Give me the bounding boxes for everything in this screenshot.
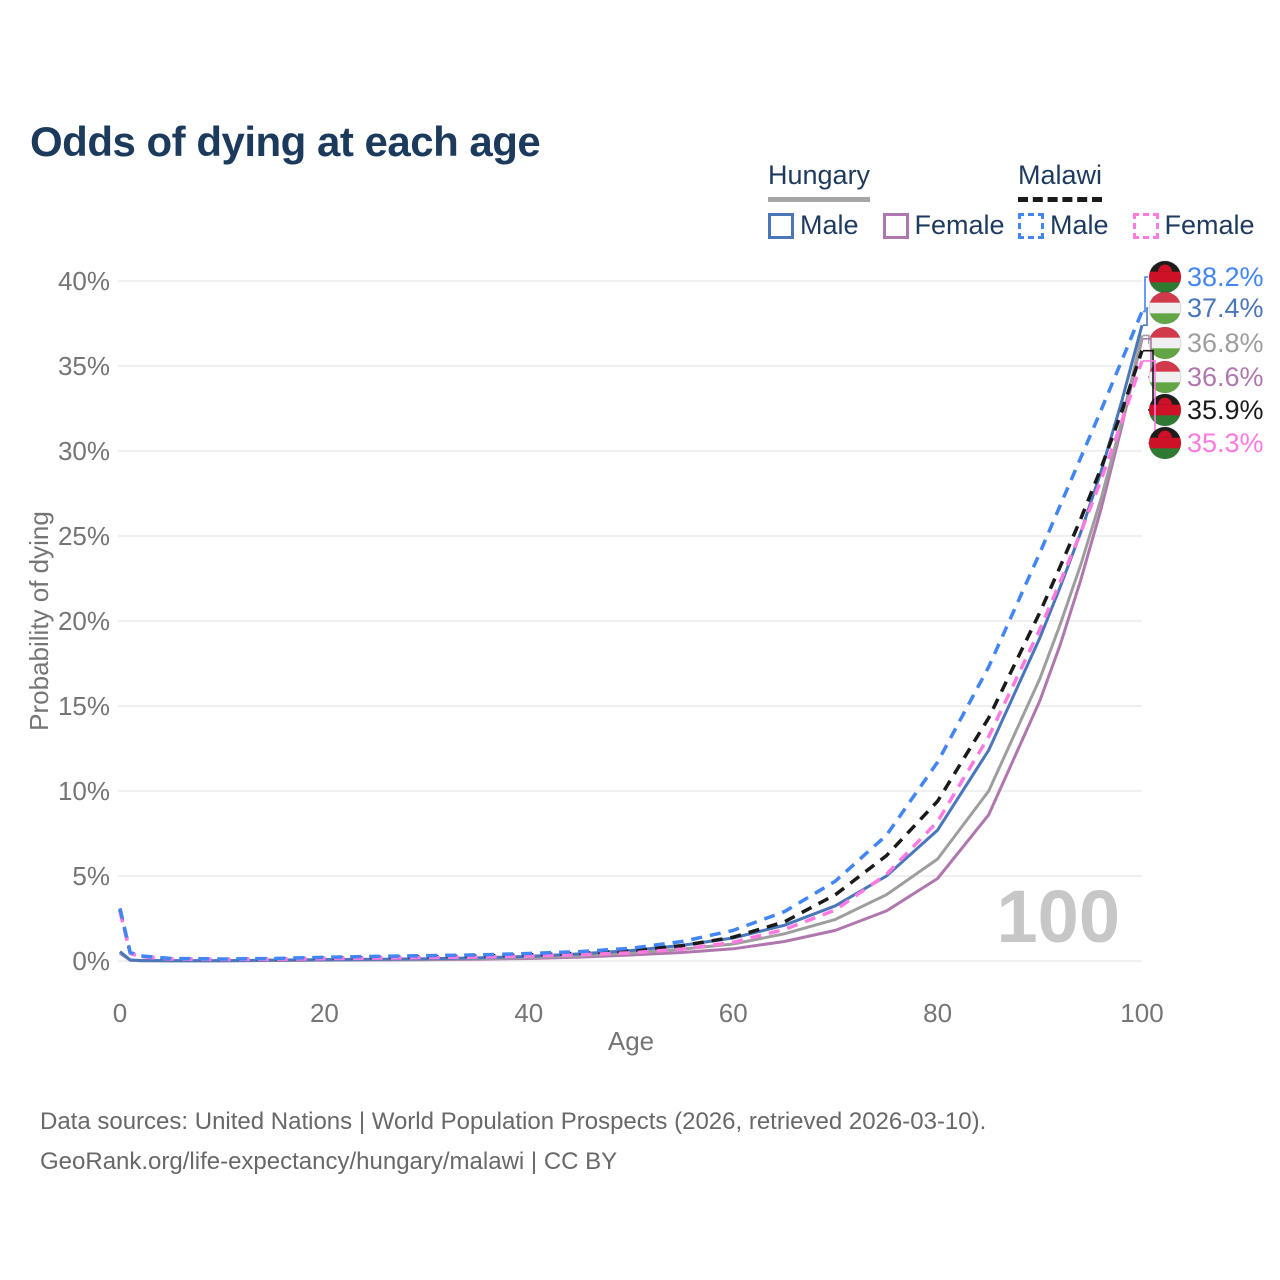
end-value-malawi-female: 35.3% [1187, 428, 1264, 458]
end-label-hungary-female: 36.6% [1148, 360, 1264, 394]
end-value-malawi-male: 38.2% [1187, 262, 1264, 292]
legend-swatch-malawi-female[interactable] [1132, 212, 1159, 239]
legend-swatch-hungary-female[interactable] [882, 212, 909, 239]
end-label-malawi-male: 38.2% [1148, 260, 1264, 294]
series-line-hungary-overall[interactable] [119, 335, 1144, 963]
x-tick-60: 60 [719, 998, 748, 1028]
legend-label-malawi-male: Male [1050, 210, 1109, 240]
leader-line-hungary-male [1143, 307, 1148, 326]
hungary-flag-icon [1149, 292, 1181, 324]
end-value-hungary-male: 37.4% [1187, 293, 1264, 323]
series-line-hungary-female[interactable] [119, 338, 1144, 963]
x-tick-20: 20 [310, 998, 339, 1028]
y-axis-label: Probability of dying [24, 511, 54, 731]
chart-title: Odds of dying at each age [30, 118, 541, 166]
y-tick-10%: 10% [58, 776, 110, 806]
legend-item-hungary-male[interactable]: Male [768, 210, 859, 241]
end-label-hungary-male: 37.4% [1148, 291, 1264, 325]
leader-line-malawi-male [1143, 276, 1148, 313]
legend-country-hungary[interactable]: Hungary [768, 160, 871, 202]
malawi-flag-icon [1149, 261, 1181, 293]
hungary-flag-icon [1149, 361, 1181, 393]
legend-label-malawi-female: Female [1164, 210, 1255, 240]
end-value-hungary-female: 36.6% [1187, 362, 1264, 392]
legend-group-hungary: Hungary Male Female [768, 160, 1021, 241]
y-tick-15%: 15% [58, 691, 110, 721]
series-line-malawi-female[interactable] [118, 360, 1144, 962]
end-value-malawi-overall: 35.9% [1187, 395, 1264, 425]
y-tick-5%: 5% [72, 861, 110, 891]
legend-swatch-hungary-male[interactable] [768, 212, 794, 239]
y-tick-35%: 35% [58, 351, 110, 381]
y-tick-20%: 20% [58, 606, 110, 636]
legend-country-malawi[interactable]: Malawi [1018, 160, 1103, 202]
x-tick-80: 80 [923, 998, 952, 1028]
y-tick-30%: 30% [58, 436, 110, 466]
legend-label-hungary-female: Female [914, 210, 1005, 240]
legend-swatch-malawi-male[interactable] [1018, 212, 1044, 239]
end-label-malawi-female: 35.3% [1148, 426, 1264, 460]
x-tick-40: 40 [514, 998, 543, 1028]
series-line-hungary-male[interactable] [119, 324, 1144, 963]
series-line-malawi-overall[interactable] [118, 350, 1144, 962]
end-value-hungary-overall: 36.8% [1187, 328, 1264, 358]
y-tick-25%: 25% [58, 521, 110, 551]
legend-item-malawi-female[interactable]: Female [1132, 210, 1255, 241]
legend-label-hungary-male: Male [800, 210, 859, 240]
y-tick-40%: 40% [58, 266, 110, 296]
age-watermark: 100 [997, 875, 1120, 958]
x-tick-100: 100 [1120, 998, 1163, 1028]
end-label-malawi-overall: 35.9% [1148, 393, 1264, 427]
x-axis-label: Age [608, 1026, 654, 1056]
legend-group-malawi: Malawi Male Female [1018, 160, 1271, 241]
legend-item-hungary-female[interactable]: Female [882, 210, 1005, 241]
y-tick-0%: 0% [72, 946, 110, 976]
series-line-malawi-male[interactable] [118, 310, 1144, 961]
malawi-flag-icon [1149, 394, 1181, 426]
legend-item-malawi-male[interactable]: Male [1018, 210, 1109, 241]
x-tick-0: 0 [113, 998, 127, 1028]
end-label-hungary-overall: 36.8% [1148, 326, 1264, 360]
malawi-flag-icon [1149, 427, 1181, 459]
attribution-link-text: GeoRank.org/life-expectancy/hungary/mala… [40, 1148, 618, 1175]
hungary-flag-icon [1149, 327, 1181, 359]
data-sources-text: Data sources: United Nations | World Pop… [40, 1108, 987, 1135]
